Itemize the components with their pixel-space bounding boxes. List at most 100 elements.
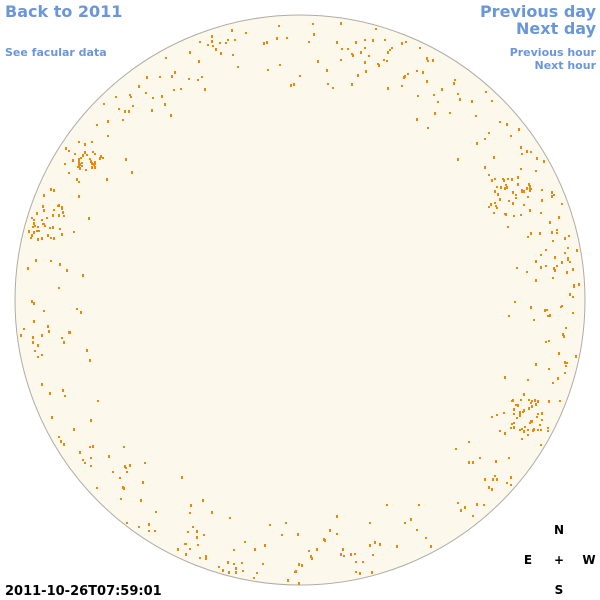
facula: [267, 69, 269, 71]
facula: [530, 306, 532, 309]
facula: [233, 563, 235, 565]
facula: [84, 462, 86, 464]
facula: [354, 553, 356, 555]
facula: [68, 331, 70, 334]
facula: [521, 428, 523, 430]
facula: [220, 52, 222, 55]
facula: [506, 186, 508, 189]
facula: [31, 234, 33, 237]
facula: [476, 503, 478, 506]
facula: [185, 543, 187, 545]
facula: [548, 368, 550, 370]
facula: [189, 51, 191, 54]
facula: [513, 215, 515, 217]
facula: [494, 190, 496, 193]
facula: [556, 229, 558, 231]
facula: [47, 234, 49, 237]
facula: [197, 544, 199, 546]
facula: [416, 70, 418, 72]
facula: [341, 48, 343, 50]
facula: [52, 214, 54, 217]
facula: [222, 569, 224, 572]
facula: [103, 103, 105, 105]
facula: [567, 258, 569, 261]
facula: [119, 477, 121, 479]
facula: [245, 32, 247, 34]
facula: [551, 191, 553, 194]
facula: [82, 459, 84, 461]
facula: [515, 194, 517, 196]
facula: [485, 91, 487, 93]
facula: [73, 428, 75, 431]
facula: [355, 571, 357, 573]
facular-link[interactable]: See facular data: [5, 46, 107, 59]
facula: [352, 54, 354, 57]
facula: [519, 411, 521, 414]
facula: [425, 537, 427, 539]
facula: [144, 462, 146, 464]
facula: [524, 426, 526, 428]
facula: [58, 215, 60, 217]
facula: [492, 478, 494, 481]
facula: [298, 582, 300, 585]
facula: [61, 233, 63, 236]
facula: [575, 355, 577, 358]
facula: [41, 354, 43, 356]
facula: [526, 150, 528, 153]
facula: [572, 296, 574, 298]
timestamp: 2011-10-26T07:59:01: [5, 584, 162, 599]
facula: [58, 287, 60, 289]
previous-hour-link[interactable]: Previous hour: [510, 46, 597, 59]
facula: [33, 231, 35, 234]
facula: [301, 564, 303, 567]
facula: [510, 484, 512, 486]
facula: [61, 206, 63, 209]
facula: [537, 400, 539, 403]
facula: [38, 230, 40, 232]
facula: [547, 427, 549, 429]
facula: [540, 266, 542, 269]
facula: [495, 460, 497, 463]
facula: [33, 222, 35, 225]
facula: [526, 271, 528, 273]
facula: [73, 231, 75, 233]
facula: [512, 399, 514, 402]
facula: [541, 189, 543, 191]
facula: [233, 549, 235, 551]
facula: [527, 196, 529, 198]
facula: [364, 61, 366, 64]
facula: [285, 522, 287, 524]
facula: [235, 571, 237, 574]
facula: [50, 237, 52, 239]
facula: [410, 518, 412, 521]
facula: [77, 166, 79, 168]
facula: [491, 416, 493, 418]
next-day-link[interactable]: Next day: [516, 19, 597, 38]
facula: [30, 237, 32, 239]
facula: [84, 143, 86, 146]
previous-day-link[interactable]: Previous day: [480, 2, 597, 21]
facula: [453, 82, 455, 85]
next-hour-link[interactable]: Next hour: [535, 59, 597, 72]
facula: [262, 563, 264, 565]
facula: [254, 548, 256, 551]
back-link[interactable]: Back to 2011: [5, 2, 122, 21]
facula: [201, 76, 203, 78]
facula: [540, 444, 542, 446]
facula: [504, 187, 506, 190]
facula: [516, 267, 518, 269]
facula: [323, 538, 325, 541]
facula: [533, 429, 535, 431]
facula: [500, 186, 502, 189]
facula: [519, 429, 521, 431]
facula: [540, 254, 542, 256]
compass-east: E: [524, 553, 532, 567]
facula: [541, 412, 543, 415]
facula: [551, 195, 553, 198]
facula: [68, 150, 70, 152]
facula: [229, 517, 231, 519]
facula: [180, 88, 182, 90]
facula: [97, 400, 99, 402]
facula: [548, 340, 550, 342]
facula: [211, 40, 213, 43]
